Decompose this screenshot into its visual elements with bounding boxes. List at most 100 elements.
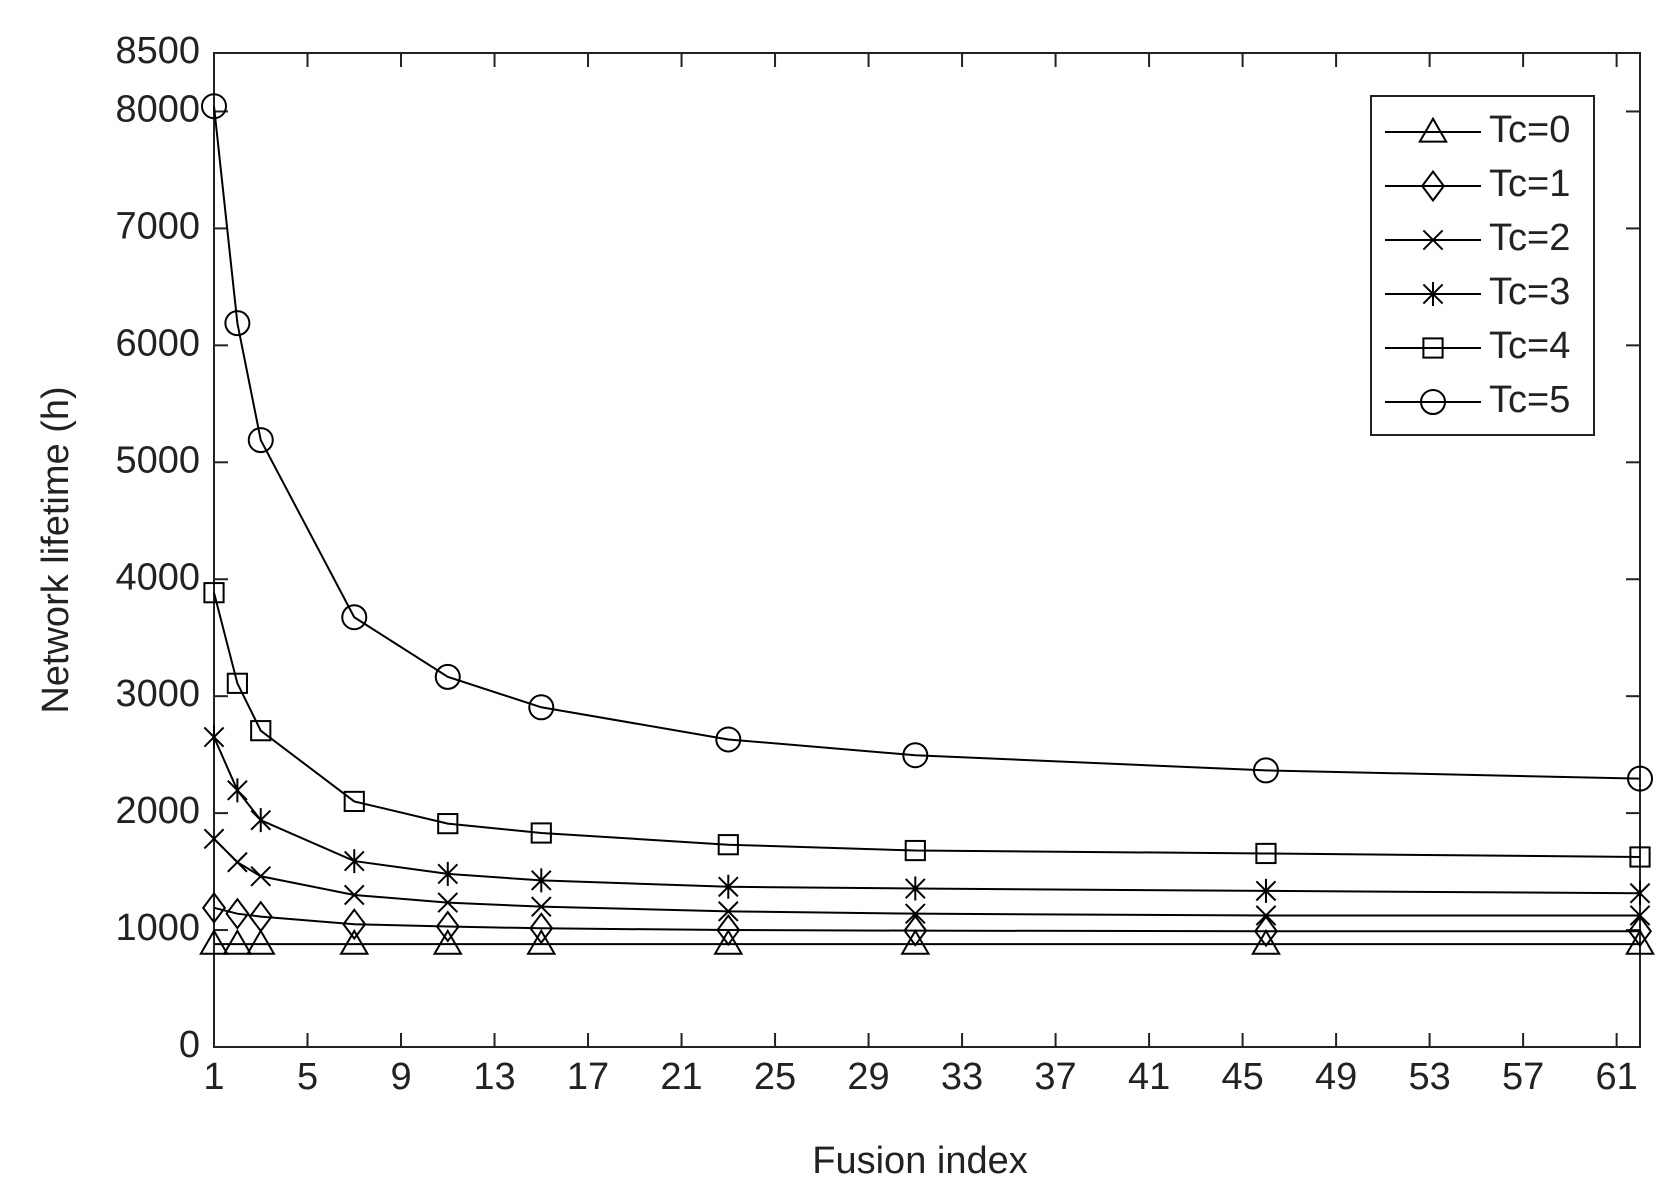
marker [199, 928, 229, 955]
x-tick-label: 25 [754, 1056, 796, 1098]
marker [1625, 928, 1655, 955]
marker [227, 851, 248, 873]
legend-marker [1422, 282, 1444, 306]
marker [1627, 915, 1653, 948]
y-tick-label: 4000 [115, 556, 200, 598]
legend-marker [1420, 389, 1446, 415]
legend-marker [1418, 116, 1448, 143]
legend-marker [1422, 337, 1444, 359]
marker [1629, 881, 1651, 906]
marker [1255, 878, 1277, 903]
legend-marker [1422, 229, 1444, 251]
marker [343, 790, 365, 813]
plot-frame [213, 52, 1641, 1048]
legend-label: Tc=1 [1489, 163, 1570, 205]
marker [1255, 842, 1277, 865]
marker [530, 868, 552, 893]
marker [1251, 928, 1281, 955]
marker [224, 310, 251, 337]
marker [528, 694, 555, 721]
marker [247, 427, 274, 454]
x-tick-label: 53 [1408, 1056, 1450, 1098]
legend-label: Tc=3 [1489, 271, 1570, 313]
x-tick-label: 49 [1315, 1056, 1357, 1098]
marker [227, 778, 248, 803]
y-tick-label: 2000 [115, 790, 200, 832]
legend-label: Tc=5 [1489, 379, 1570, 421]
marker [250, 865, 272, 887]
x-tick-label: 29 [847, 1056, 889, 1098]
legend-marker [1420, 169, 1446, 203]
marker [222, 928, 253, 955]
marker [434, 663, 461, 690]
marker [905, 876, 926, 901]
marker [1627, 765, 1653, 792]
y-tick-label: 3000 [115, 673, 200, 715]
marker [717, 874, 739, 899]
marker [250, 808, 272, 833]
y-tick-label: 6000 [115, 322, 200, 364]
marker [201, 93, 227, 120]
marker [1255, 905, 1277, 926]
marker [713, 928, 744, 955]
marker [902, 742, 929, 769]
legend-label: Tc=4 [1489, 325, 1570, 367]
y-tick-label: 1000 [115, 907, 200, 949]
x-tick-label: 45 [1221, 1056, 1263, 1098]
marker [717, 834, 739, 856]
marker [203, 582, 225, 604]
marker [248, 900, 273, 933]
legend-box [1370, 95, 1595, 436]
marker [203, 725, 225, 750]
marker [432, 928, 463, 955]
y-tick-label: 7000 [115, 205, 200, 247]
marker [530, 822, 552, 844]
marker [529, 912, 554, 945]
marker [905, 903, 926, 924]
series-line [213, 106, 1641, 780]
marker [201, 891, 227, 924]
marker [203, 828, 225, 850]
series-line [213, 736, 1641, 895]
marker [716, 913, 741, 947]
x-tick-label: 37 [1034, 1056, 1076, 1098]
marker [343, 884, 365, 906]
marker [225, 897, 250, 930]
x-tick-label: 33 [941, 1056, 983, 1098]
series-line [213, 838, 1640, 917]
marker [435, 910, 460, 943]
marker [715, 726, 742, 753]
marker [904, 839, 926, 862]
y-tick-label: 8500 [115, 30, 200, 72]
y-tick-label: 5000 [115, 439, 200, 481]
x-tick-label: 17 [567, 1056, 609, 1098]
y-tick-label: 0 [179, 1024, 200, 1066]
marker [900, 928, 931, 955]
marker [226, 672, 248, 694]
x-tick-label: 1 [203, 1056, 224, 1098]
x-tick-label: 57 [1502, 1056, 1544, 1098]
x-tick-label: 41 [1128, 1056, 1170, 1098]
marker [530, 896, 552, 917]
marker [341, 604, 368, 631]
x-tick-label: 9 [390, 1056, 411, 1098]
marker [437, 813, 459, 835]
marker [717, 901, 739, 922]
marker [437, 861, 459, 886]
y-tick-label: 8000 [115, 89, 200, 131]
series-line [213, 592, 1641, 858]
marker [1629, 905, 1651, 926]
legend-label: Tc=2 [1489, 217, 1570, 259]
series-line [213, 906, 1640, 933]
marker [903, 914, 928, 947]
marker [1252, 757, 1279, 784]
marker [250, 720, 272, 742]
x-tick-label: 61 [1595, 1056, 1637, 1098]
x-tick-label: 21 [660, 1056, 702, 1098]
marker [526, 928, 557, 955]
marker [339, 928, 370, 955]
marker [343, 849, 365, 874]
marker [342, 908, 367, 941]
legend-label: Tc=0 [1489, 109, 1570, 151]
